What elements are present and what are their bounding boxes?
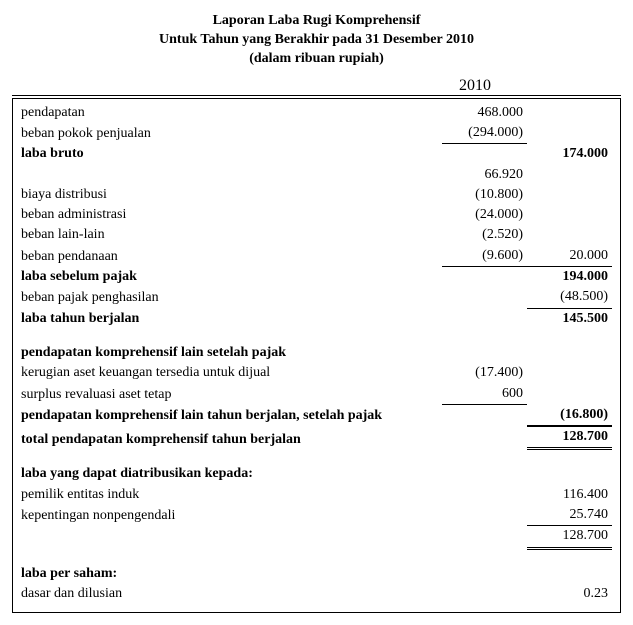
label: pemilik entitas induk xyxy=(21,485,442,505)
value-right: 0.23 xyxy=(527,584,612,604)
row-beban-administrasi: beban administrasi (24.000) xyxy=(21,205,612,225)
label: laba bruto xyxy=(21,144,442,164)
row-pendapatan: pendapatan 468.000 xyxy=(21,103,612,123)
label: beban lain-lain xyxy=(21,225,442,245)
label: beban pokok penjualan xyxy=(21,124,442,144)
row-laba-sebelum-pajak: laba sebelum pajak 194.000 xyxy=(21,267,612,287)
title-line-3: (dalam ribuan rupiah) xyxy=(12,50,621,69)
label: pendapatan xyxy=(21,103,442,123)
row-beban-pendanaan: beban pendanaan (9.600) 20.000 xyxy=(21,246,612,267)
label: pendapatan komprehensif lain tahun berja… xyxy=(21,406,442,426)
value-right: (48.500) xyxy=(527,287,612,308)
title-line-1: Laporan Laba Rugi Komprehensif xyxy=(12,12,621,31)
row-heading-laba-per-saham: laba per saham: xyxy=(21,564,612,584)
row-kerugian-aset: kerugian aset keuangan tersedia untuk di… xyxy=(21,363,612,383)
value-mid: (24.000) xyxy=(442,205,527,225)
row-dasar-dan-dilusian: dasar dan dilusian 0.23 xyxy=(21,584,612,604)
row-kepentingan-nonpengendali: kepentingan nonpengendali 25.740 xyxy=(21,505,612,526)
value-right: 145.500 xyxy=(527,309,612,329)
value-right: 128.700 xyxy=(527,526,612,549)
label: kepentingan nonpengendali xyxy=(21,506,442,526)
row-subtotal-128700: 128.700 xyxy=(21,526,612,549)
label: pendapatan komprehensif lain setelah paj… xyxy=(21,343,442,363)
title-line-2: Untuk Tahun yang Berakhir pada 31 Desemb… xyxy=(12,31,621,50)
value-mid: 468.000 xyxy=(442,103,527,123)
value-mid: 600 xyxy=(442,384,527,405)
value-mid: 66.920 xyxy=(442,165,527,185)
report-title: Laporan Laba Rugi Komprehensif Untuk Tah… xyxy=(12,12,621,69)
row-pkl-tahun-berjalan: pendapatan komprehensif lain tahun berja… xyxy=(21,405,612,426)
label: kerugian aset keuangan tersedia untuk di… xyxy=(21,363,442,383)
year-value: 2010 xyxy=(459,77,491,95)
label: beban pendanaan xyxy=(21,247,442,267)
row-biaya-distribusi: biaya distribusi (10.800) xyxy=(21,185,612,205)
value-mid: (17.400) xyxy=(442,363,527,383)
value-mid: (2.520) xyxy=(442,225,527,245)
label: laba yang dapat diatribusikan kepada: xyxy=(21,464,442,484)
row-laba-bruto: laba bruto 174.000 xyxy=(21,144,612,164)
row-beban-pajak-penghasilan: beban pajak penghasilan (48.500) xyxy=(21,287,612,308)
value-right: (16.800) xyxy=(527,405,612,426)
value-mid: (294.000) xyxy=(442,123,527,144)
row-beban-pokok-penjualan: beban pokok penjualan (294.000) xyxy=(21,123,612,144)
income-statement-table: pendapatan 468.000 beban pokok penjualan… xyxy=(12,98,621,614)
value-right: 20.000 xyxy=(527,246,612,267)
label: laba tahun berjalan xyxy=(21,309,442,329)
label: dasar dan dilusian xyxy=(21,584,442,604)
value-right: 25.740 xyxy=(527,505,612,526)
row-laba-tahun-berjalan: laba tahun berjalan 145.500 xyxy=(21,309,612,329)
label: surplus revaluasi aset tetap xyxy=(21,385,442,405)
row-66920: 66.920 xyxy=(21,165,612,185)
year-header: 2010 xyxy=(12,77,621,96)
row-pemilik-entitas-induk: pemilik entitas induk 116.400 xyxy=(21,485,612,505)
row-surplus-revaluasi: surplus revaluasi aset tetap 600 xyxy=(21,384,612,405)
value-mid: (10.800) xyxy=(442,185,527,205)
label: beban pajak penghasilan xyxy=(21,288,442,308)
row-beban-lain-lain: beban lain-lain (2.520) xyxy=(21,225,612,245)
row-heading-pkl-setelah-pajak: pendapatan komprehensif lain setelah paj… xyxy=(21,343,612,363)
row-total-pendapatan-komprehensif: total pendapatan komprehensif tahun berj… xyxy=(21,426,612,450)
value-right: 116.400 xyxy=(527,485,612,505)
label: laba sebelum pajak xyxy=(21,267,442,287)
row-heading-laba-diatribusikan: laba yang dapat diatribusikan kepada: xyxy=(21,464,612,484)
label: beban administrasi xyxy=(21,205,442,225)
label: laba per saham: xyxy=(21,564,442,584)
label: total pendapatan komprehensif tahun berj… xyxy=(21,430,442,450)
value-mid: (9.600) xyxy=(442,246,527,267)
value-right: 174.000 xyxy=(527,144,612,164)
value-right: 194.000 xyxy=(527,267,612,287)
value-right: 128.700 xyxy=(527,426,612,450)
label: biaya distribusi xyxy=(21,185,442,205)
